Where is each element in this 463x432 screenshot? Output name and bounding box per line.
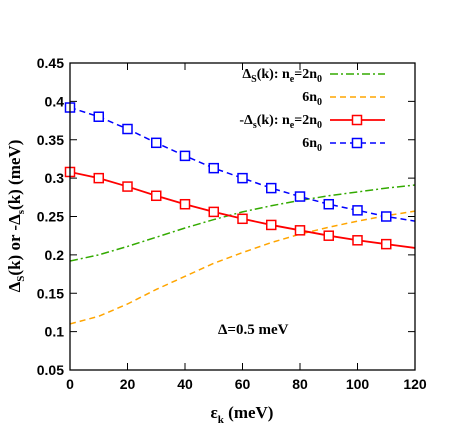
series-3-marker-6 bbox=[237, 172, 248, 184]
series-3-marker-5 bbox=[208, 162, 219, 174]
series-3-marker-11 bbox=[381, 211, 392, 222]
series-3-marker-9 bbox=[323, 198, 334, 210]
x-tick-label-2: 40 bbox=[177, 376, 193, 392]
series-line-0 bbox=[70, 184, 415, 262]
x-tick-label-4: 80 bbox=[292, 376, 308, 392]
legend-marker-2 bbox=[351, 114, 363, 126]
series-2-marker-6 bbox=[237, 213, 248, 225]
y-tick-label-8: 0.45 bbox=[37, 55, 64, 71]
marker-layer bbox=[64, 102, 392, 250]
annotation: Δ=0.5 meV bbox=[218, 322, 289, 338]
y-tick-label-2: 0.15 bbox=[37, 285, 64, 301]
series-2-marker-8 bbox=[294, 225, 306, 236]
series-2-marker-9 bbox=[323, 230, 334, 241]
y-tick-label-1: 0.1 bbox=[45, 324, 65, 340]
x-tick-label-1: 20 bbox=[120, 376, 136, 392]
y-tick-label-0: 0.05 bbox=[37, 362, 64, 378]
tick-layer: 0 20 40 60 80 100 120 0.05 0.1 0.15 0.2 0.25 0.3 0.35… bbox=[37, 55, 427, 392]
x-tick-label-6: 120 bbox=[403, 376, 427, 392]
series-line-1 bbox=[70, 210, 415, 325]
y-axis-label: ΔS(k) or -Δs(k) (meV) bbox=[5, 140, 27, 293]
x-tick-label-3: 60 bbox=[235, 376, 251, 392]
legend-label-1: 6n0 bbox=[302, 90, 322, 108]
series-2-marker-5 bbox=[208, 206, 219, 218]
series-2-marker-3 bbox=[151, 190, 162, 202]
legend-label-0: ΔS(k): ne=2n0 bbox=[242, 67, 322, 85]
x-axis-label: εk (meV) bbox=[211, 403, 274, 426]
legend: ΔS(k): ne=2n0 6n0 -Δs(k): ne=2n0 6n0 bbox=[239, 67, 385, 154]
y-tick-label-6: 0.35 bbox=[37, 132, 64, 148]
legend-label-3: 6n0 bbox=[302, 136, 322, 154]
legend-marker-3 bbox=[351, 137, 363, 149]
y-tick-label-7: 0.4 bbox=[45, 93, 65, 109]
series-2-marker-7 bbox=[266, 219, 277, 231]
series-2-marker-1 bbox=[93, 172, 104, 184]
series-3-marker-7 bbox=[266, 182, 277, 194]
legend-label-2: -Δs(k): ne=2n0 bbox=[239, 113, 322, 131]
series-2-marker-11 bbox=[381, 238, 392, 250]
x-tick-label-5: 100 bbox=[346, 376, 370, 392]
series-3-marker-8 bbox=[294, 191, 306, 202]
series-3-marker-1 bbox=[93, 111, 104, 122]
y-tick-label-5: 0.3 bbox=[45, 170, 65, 186]
y-tick-label-3: 0.2 bbox=[45, 247, 65, 263]
series-3-marker-2 bbox=[122, 123, 133, 135]
series-2-marker-2 bbox=[122, 181, 133, 192]
y-tick-label-4: 0.25 bbox=[37, 209, 64, 225]
series-2-marker-4 bbox=[179, 198, 191, 210]
series-3-marker-10 bbox=[352, 205, 363, 216]
series-3-marker-4 bbox=[179, 150, 191, 162]
series-3-marker-3 bbox=[151, 137, 162, 149]
series-2-marker-10 bbox=[352, 235, 363, 246]
x-tick-label-0: 0 bbox=[66, 376, 74, 392]
